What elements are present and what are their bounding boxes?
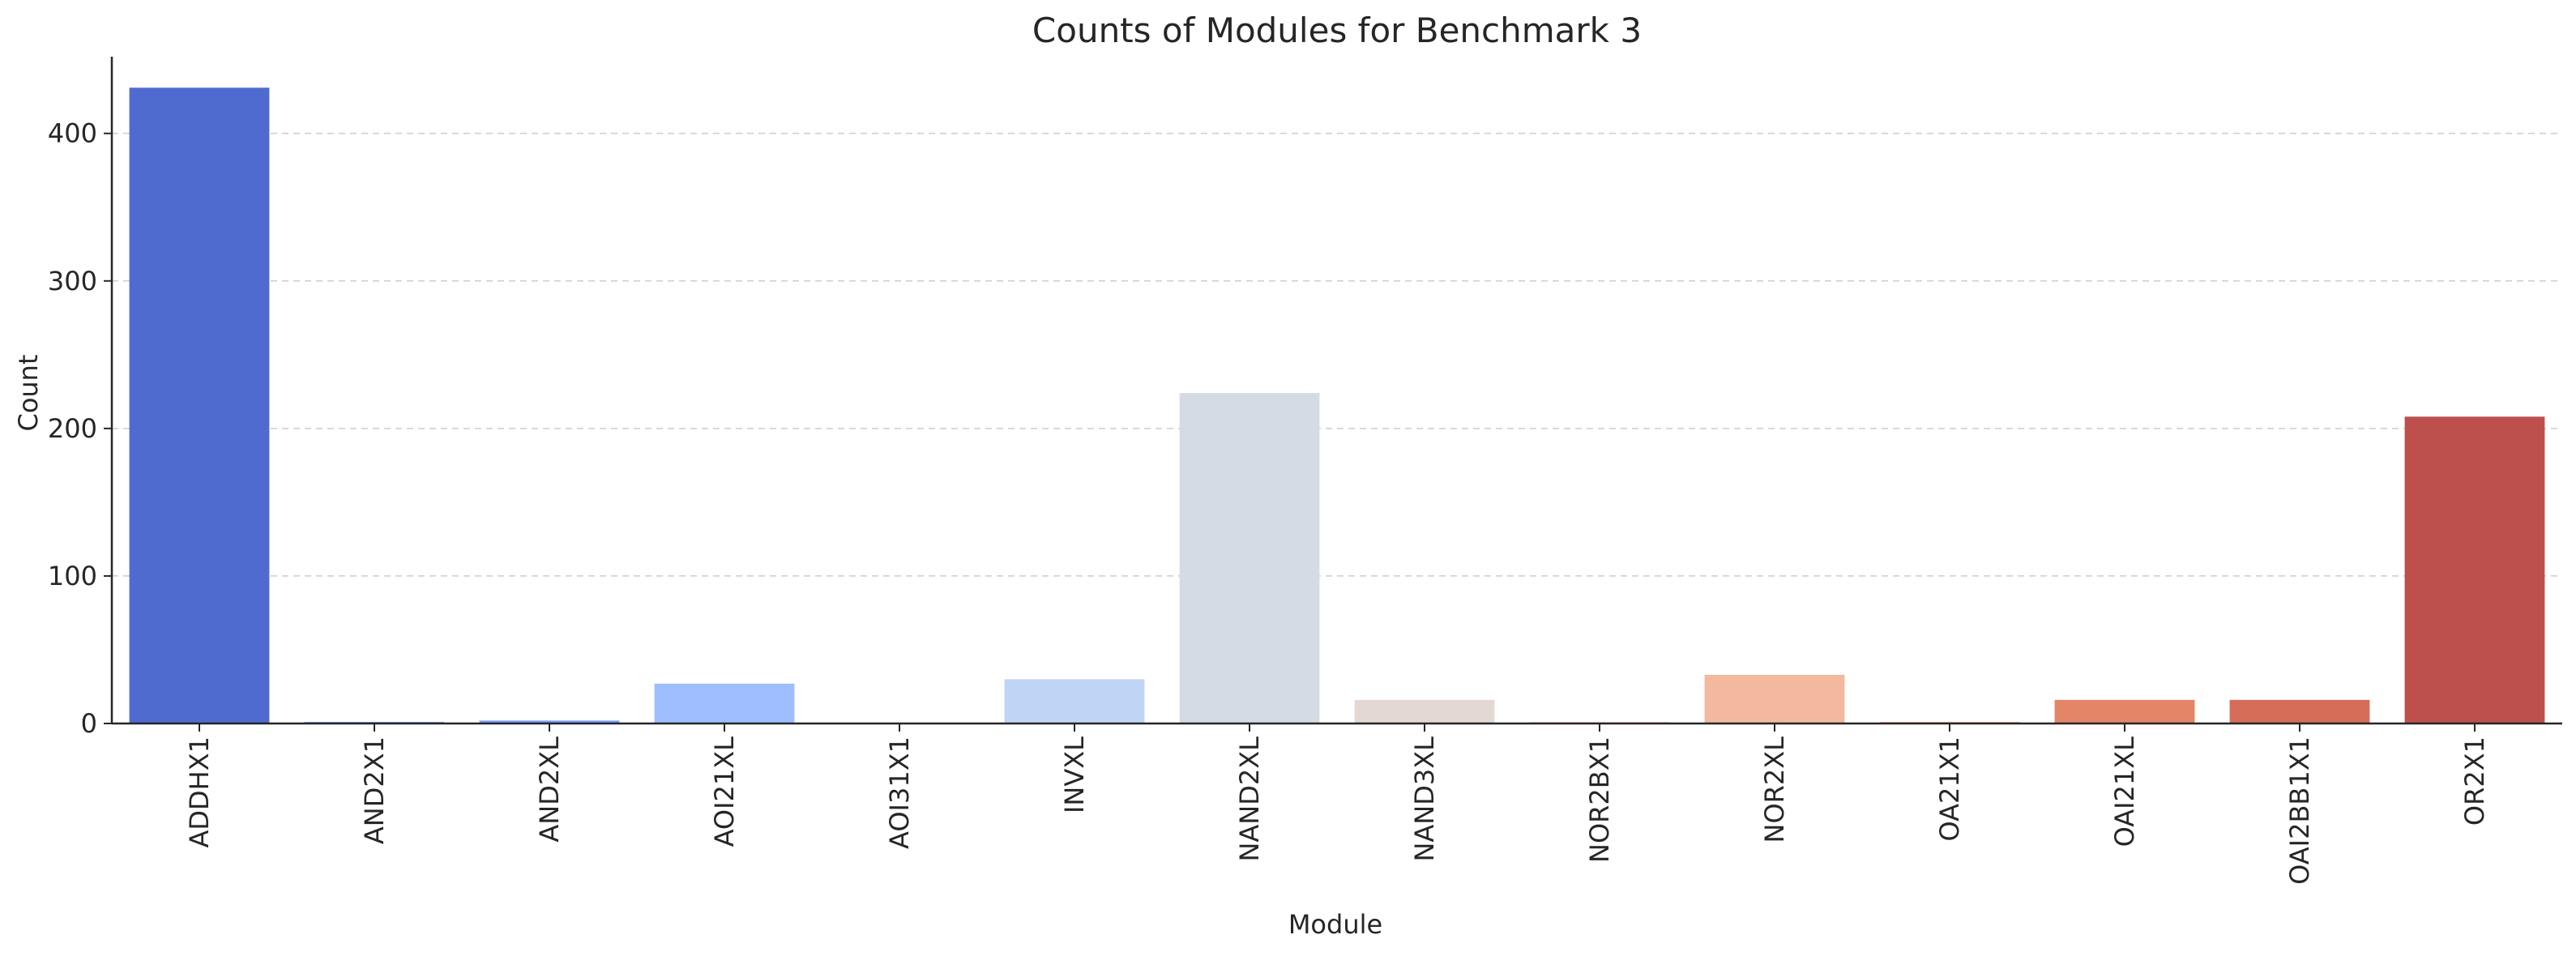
bar-nor2xl	[1704, 674, 1845, 723]
x-axis-label: Module	[1288, 909, 1382, 940]
bar-nand3xl	[1354, 699, 1495, 723]
bar-oai2bb1x1	[2229, 699, 2370, 723]
x-tick-label: NAND2XL	[1234, 736, 1265, 862]
x-tick-label: OR2X1	[2459, 736, 2490, 826]
y-tick-label: 300	[48, 266, 97, 297]
x-tick-label: OA21X1	[1934, 736, 1965, 842]
y-axis: 0 100 200 300 400	[48, 57, 113, 739]
bar-oai21xl	[2054, 699, 2195, 723]
x-tick-label: AND2X1	[359, 736, 390, 844]
bar-nand2xl	[1179, 393, 1320, 723]
bars	[129, 87, 2545, 724]
y-tick-label: 400	[48, 118, 97, 149]
x-tick-label: OAI2BB1X1	[2284, 736, 2315, 885]
bar-aoi21xl	[654, 683, 795, 723]
bar-addhx1	[129, 87, 270, 724]
y-axis-label: Count	[13, 354, 44, 431]
x-tick-label: NAND3XL	[1409, 736, 1440, 862]
bar-and2xl	[479, 720, 620, 723]
grid-lines	[112, 132, 2562, 577]
x-tick-label: AOI31X1	[884, 736, 915, 849]
x-tick-label: INVXL	[1059, 736, 1090, 813]
y-tick-label: 0	[81, 708, 97, 739]
x-tick-label: OAI21XL	[2109, 736, 2140, 847]
x-tick-label: AOI21XL	[709, 736, 740, 847]
x-tick-label: ADDHX1	[184, 736, 215, 848]
y-tick-label: 100	[48, 561, 97, 591]
x-tick-label: NOR2XL	[1759, 736, 1790, 843]
y-tick-label: 200	[48, 413, 97, 444]
bar-invxl	[1004, 679, 1145, 723]
bar-or2x1	[2404, 416, 2545, 723]
x-tick-label: NOR2BX1	[1584, 736, 1615, 863]
x-axis: ADDHX1 AND2X1 AND2XL AOI21XL AOI31X1 INVXL NAN…	[112, 722, 2562, 885]
x-tick-label: AND2XL	[534, 736, 565, 843]
chart-title: Counts of Modules for Benchmark 3	[1032, 11, 1642, 50]
